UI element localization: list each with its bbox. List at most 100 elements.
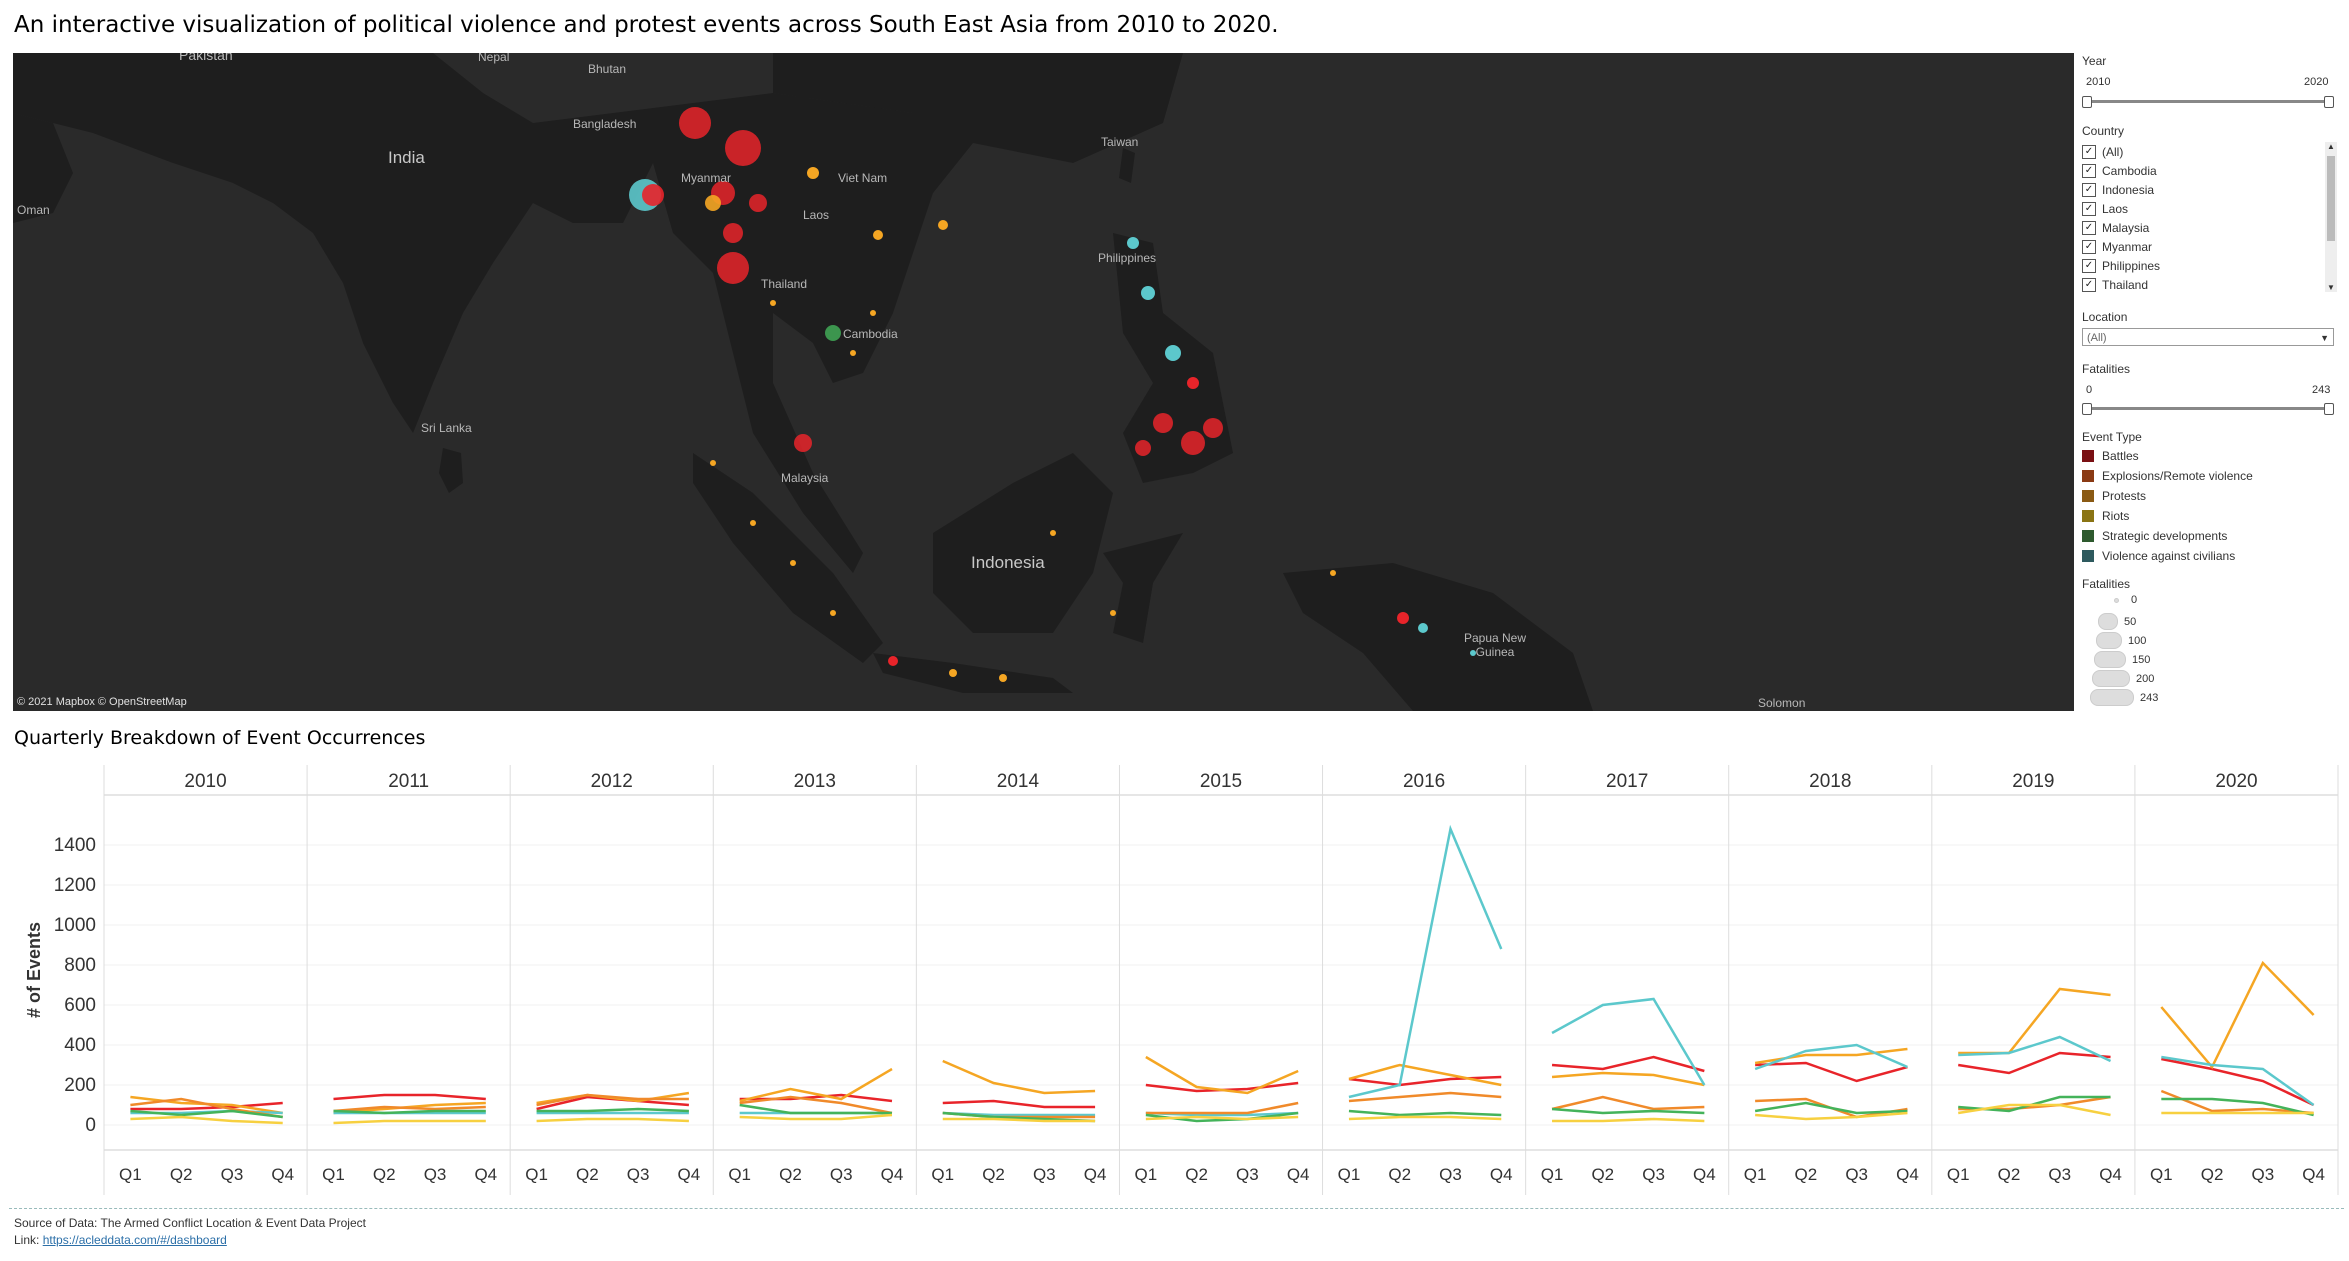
- checkbox-icon[interactable]: ✓: [2082, 163, 2096, 178]
- chevron-down-icon[interactable]: ▼: [2320, 333, 2329, 343]
- land-india: [13, 53, 653, 433]
- quarter-tick-label: Q1: [1338, 1165, 1361, 1184]
- country-option[interactable]: ✓ Malaysia: [2082, 218, 2337, 237]
- scrollbar-thumb[interactable]: [2327, 156, 2335, 241]
- country-option[interactable]: ✓ Indonesia: [2082, 180, 2337, 199]
- scroll-up-icon[interactable]: ▲: [2327, 142, 2335, 151]
- legend-swatch: [2082, 550, 2094, 562]
- series-line: [1958, 987, 2111, 1055]
- event-type-legend-title: Event Type: [2082, 430, 2142, 444]
- year-slider-track[interactable]: [2086, 100, 2330, 103]
- year-header-label: 2011: [388, 771, 429, 792]
- size-legend-item: 50: [2098, 613, 2136, 630]
- country-option[interactable]: ✓ Myanmar: [2082, 237, 2337, 256]
- quarter-tick-label: Q1: [1744, 1165, 1767, 1184]
- legend-item-protests[interactable]: Protests: [2082, 487, 2146, 505]
- checkbox-icon[interactable]: ✓: [2082, 239, 2096, 254]
- series-line: [130, 1115, 283, 1125]
- series-line: [1958, 1035, 2112, 1063]
- quarter-tick-label: Q1: [322, 1165, 345, 1184]
- quarter-tick-label: Q4: [2302, 1165, 2325, 1184]
- year-header-label: 2018: [1809, 771, 1851, 792]
- map-label-myanmar: Myanmar: [681, 171, 732, 185]
- legend-item-strategic[interactable]: Strategic developments: [2082, 527, 2227, 545]
- size-legend-item: 243: [2090, 689, 2158, 706]
- quarter-tick-label: Q1: [728, 1165, 751, 1184]
- country-scrollbar[interactable]: ▲ ▼: [2325, 142, 2337, 292]
- series-line: [1958, 1051, 2111, 1075]
- scroll-down-icon[interactable]: ▼: [2327, 283, 2335, 292]
- year-max-label: 2020: [2304, 76, 2329, 88]
- country-option[interactable]: ✓ Cambodia: [2082, 161, 2337, 180]
- legend-item-violence-civilians[interactable]: Violence against civilians: [2082, 547, 2235, 565]
- year-slider-min-handle[interactable]: [2082, 96, 2092, 108]
- series-line: [2161, 1057, 2315, 1107]
- quarter-tick-label: Q1: [119, 1165, 142, 1184]
- series-line: [536, 1107, 689, 1113]
- fatalities-slider-track[interactable]: [2086, 407, 2330, 410]
- y-axis-label: # of Events: [24, 922, 44, 1018]
- quarter-tick-label: Q2: [576, 1165, 599, 1184]
- legend-item-explosions[interactable]: Explosions/Remote violence: [2082, 467, 2253, 485]
- series-line: [1754, 1101, 1908, 1115]
- event-bubbles[interactable]: [629, 107, 1476, 682]
- series-line: [2161, 1097, 2314, 1117]
- quarter-tick-label: Q1: [2150, 1165, 2173, 1184]
- land-sulawesi: [1103, 533, 1183, 643]
- quarter-tick-label: Q1: [1135, 1165, 1158, 1184]
- land-taiwan: [1119, 148, 1135, 183]
- quarterly-line-chart[interactable]: 0 200 400 600 800 1000 1200 1400 # of Events 2010…: [0, 755, 2349, 1205]
- quarter-tick-label: Q3: [424, 1165, 447, 1184]
- size-legend-item: 0: [2106, 594, 2137, 606]
- series-line: [1348, 1063, 1502, 1087]
- country-option[interactable]: ✓ Philippines: [2082, 256, 2337, 275]
- fatalities-slider-min-handle[interactable]: [2082, 403, 2092, 415]
- checkbox-icon[interactable]: ✓: [2082, 144, 2096, 159]
- y-tick-label: 200: [64, 1075, 96, 1096]
- country-option[interactable]: ✓ Thailand: [2082, 275, 2337, 294]
- quarter-tick-label: Q3: [1642, 1165, 1665, 1184]
- quarter-tick-label: Q3: [1236, 1165, 1259, 1184]
- footer: Source of Data: The Armed Conflict Locat…: [14, 1215, 366, 1249]
- quarter-tick-label: Q4: [1287, 1165, 1310, 1184]
- year-header-label: 2019: [2012, 771, 2054, 792]
- map-label-cambodia: Cambodia: [843, 327, 898, 341]
- fatalities-legend-title: Fatalities: [2082, 577, 2131, 591]
- event-map[interactable]: Pakistan Nepal Bhutan India Bangladesh O…: [13, 53, 2074, 711]
- map-canvas[interactable]: [13, 53, 2074, 711]
- series-line: [739, 1103, 892, 1115]
- location-dropdown[interactable]: (All) ▼: [2082, 328, 2334, 346]
- checkbox-icon[interactable]: ✓: [2082, 258, 2096, 273]
- series-line: [1552, 1117, 1705, 1123]
- legend-swatch: [2082, 490, 2094, 502]
- quarter-tick-label: Q4: [474, 1165, 497, 1184]
- legend-item-battles[interactable]: Battles: [2082, 447, 2139, 465]
- checkbox-icon[interactable]: ✓: [2082, 277, 2096, 292]
- quarter-tick-label: Q4: [1693, 1165, 1716, 1184]
- quarter-tick-label: Q2: [1185, 1165, 1208, 1184]
- checkbox-icon[interactable]: ✓: [2082, 220, 2096, 235]
- checkbox-icon[interactable]: ✓: [2082, 201, 2096, 216]
- quarter-tick-label: Q1: [1947, 1165, 1970, 1184]
- y-tick-label: 0: [85, 1115, 96, 1136]
- checkbox-icon[interactable]: ✓: [2082, 182, 2096, 197]
- year-slider-max-handle[interactable]: [2324, 96, 2334, 108]
- series-line: [1145, 1055, 1299, 1095]
- series-line: [333, 1119, 486, 1125]
- legend-item-riots[interactable]: Riots: [2082, 507, 2129, 525]
- series-line: [1551, 1071, 1705, 1087]
- series-line: [1145, 1101, 1299, 1115]
- series-line: [1755, 1061, 1908, 1083]
- link-line: Link: https://acleddata.com/#/dashboard: [14, 1233, 227, 1247]
- quarter-tick-label: Q4: [1490, 1165, 1513, 1184]
- source-link[interactable]: https://acleddata.com/#/dashboard: [42, 1233, 227, 1247]
- country-checklist: ✓ (All) ✓ Cambodia ✓ Indonesia ✓ Laos ✓ Malay…: [2082, 142, 2337, 294]
- country-option[interactable]: ✓ (All): [2082, 142, 2337, 161]
- series-line: [1755, 1111, 1908, 1121]
- map-label-pakistan: Pakistan: [179, 53, 233, 63]
- country-option[interactable]: ✓ Laos: [2082, 199, 2337, 218]
- series-line: [536, 1093, 689, 1107]
- location-filter-label: Location: [2082, 310, 2128, 324]
- fatalities-slider-max-handle[interactable]: [2324, 403, 2334, 415]
- size-circle: [2090, 689, 2134, 706]
